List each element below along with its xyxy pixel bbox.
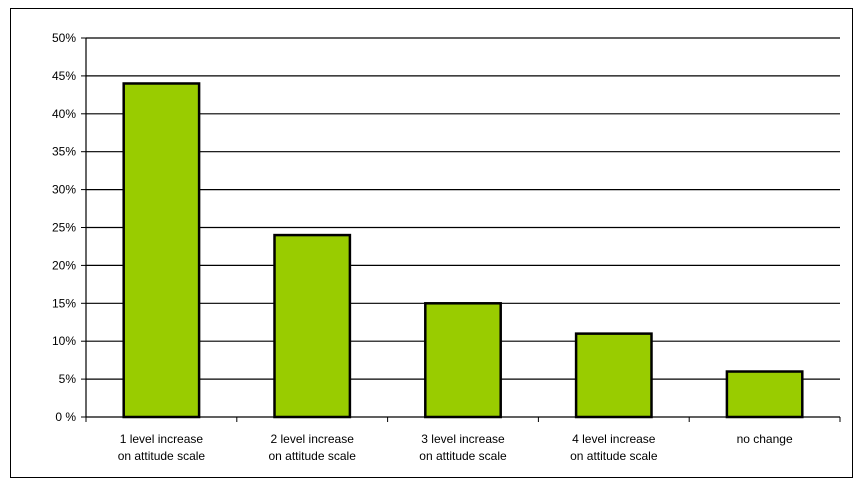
y-tick-label: 20%: [52, 258, 76, 272]
y-tick-label: 25%: [52, 221, 76, 235]
y-tick-label: 45%: [52, 69, 76, 83]
y-tick-label: 50%: [52, 31, 76, 45]
axes: [81, 37, 841, 422]
y-tick-label: 0 %: [55, 410, 76, 424]
category-label-line: 3 level increase: [421, 432, 505, 446]
category-label: 1 level increase on attitude scale: [118, 432, 206, 463]
gridlines: [86, 37, 840, 380]
y-tick-label: 30%: [52, 183, 76, 197]
y-tick-label: 15%: [52, 296, 76, 310]
category-label-line: 4 level increase: [572, 432, 656, 446]
y-tick-labels: 0 % 5% 10% 15% 20% 25% 30% 35% 40% 45% 50%: [52, 31, 76, 424]
bars: [122, 82, 804, 419]
bar: [574, 332, 653, 419]
category-label: 4 level increase on attitude scale: [570, 432, 658, 463]
category-label-line: on attitude scale: [419, 449, 507, 463]
category-label-line: on attitude scale: [268, 449, 356, 463]
y-tick-label: 5%: [59, 372, 77, 386]
bar: [725, 370, 804, 419]
bar: [273, 233, 352, 419]
category-label-line: on attitude scale: [118, 449, 206, 463]
y-tick-label: 10%: [52, 334, 76, 348]
category-label-line: 1 level increase: [120, 432, 204, 446]
bar: [122, 82, 201, 419]
category-label: no change: [737, 432, 793, 446]
category-label: 3 level increase on attitude scale: [419, 432, 507, 463]
category-label: 2 level increase on attitude scale: [268, 432, 356, 463]
y-tick-label: 35%: [52, 145, 76, 159]
category-label-line: no change: [737, 432, 793, 446]
category-label-line: 2 level increase: [271, 432, 355, 446]
bar: [424, 302, 502, 419]
category-label-line: on attitude scale: [570, 449, 658, 463]
y-tick-label: 40%: [52, 107, 76, 121]
